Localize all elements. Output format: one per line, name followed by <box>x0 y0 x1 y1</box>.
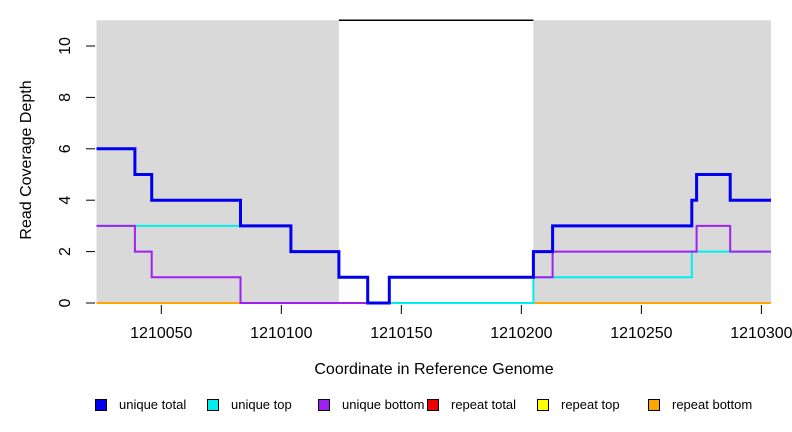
x-axis-tick-label: 1210250 <box>610 325 672 342</box>
y-axis-tick-label: 10 <box>57 37 74 55</box>
legend-label-unique-top: unique top <box>231 397 292 412</box>
legend-label-unique-total: unique total <box>119 397 187 412</box>
series-line-unique-total <box>96 147 771 305</box>
y-axis-tick-label: 0 <box>57 298 74 307</box>
y-axis-tick-label: 2 <box>57 247 74 256</box>
legend-swatch-repeat-top <box>537 398 549 411</box>
legend-item-unique-top: unique top <box>207 397 292 412</box>
y-axis-tick-label: 6 <box>57 144 74 153</box>
legend-item-repeat-total: repeat total <box>427 397 516 412</box>
shaded-region-left <box>96 20 339 304</box>
y-axis-title: Read Coverage Depth <box>18 80 35 240</box>
legend-label-repeat-total: repeat total <box>451 397 517 412</box>
legend-swatch-repeat-total <box>427 398 439 411</box>
legend-item-repeat-top: repeat top <box>537 397 620 412</box>
x-axis-title: Coordinate in Reference Genome <box>314 361 554 378</box>
x-axis-tick-label: 1210300 <box>730 325 792 342</box>
legend-label-repeat-bottom: repeat bottom <box>672 397 753 412</box>
y-axis-tick-label: 8 <box>57 93 74 102</box>
legend-swatch-unique-top <box>207 398 219 411</box>
legend-item-repeat-bottom: repeat bottom <box>648 397 752 412</box>
x-axis-tick-label: 1210200 <box>490 325 552 342</box>
legend-label-repeat-top: repeat top <box>561 397 620 412</box>
shaded-region-right <box>533 20 771 304</box>
legend-swatch-unique-total <box>95 398 107 411</box>
x-axis-tick-label: 1210100 <box>250 325 312 342</box>
x-axis-tick-label: 1210050 <box>130 325 192 342</box>
x-axis-tick-label: 1210150 <box>370 325 432 342</box>
legend-swatch-repeat-bottom <box>648 398 660 411</box>
legend-label-unique-bottom: unique bottom <box>342 397 425 412</box>
legend-swatch-unique-bottom <box>318 398 330 411</box>
y-axis-tick-label: 4 <box>57 196 74 205</box>
legend-item-unique-total: unique total <box>95 397 186 412</box>
legend-item-unique-bottom: unique bottom <box>318 397 424 412</box>
